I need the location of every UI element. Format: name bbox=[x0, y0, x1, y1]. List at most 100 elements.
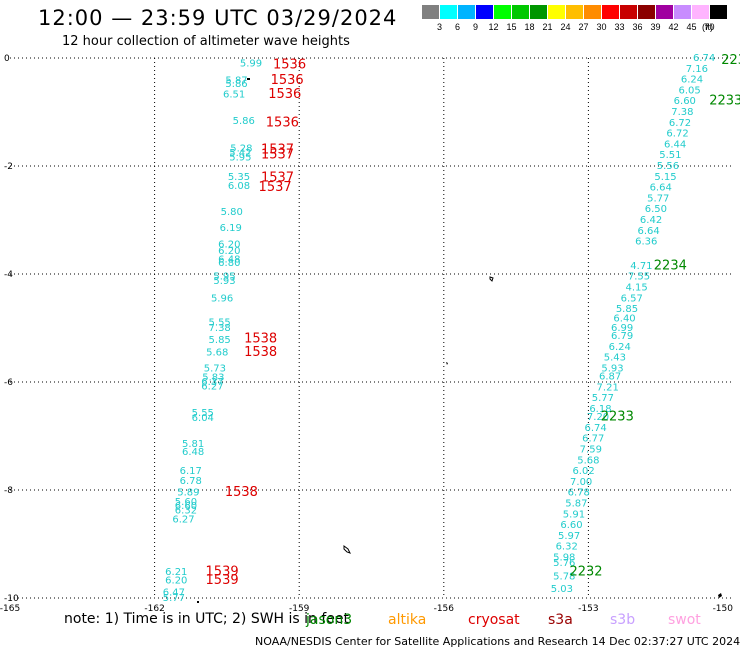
swh-label: 6.27 bbox=[201, 381, 223, 392]
swh-label: 6.40 bbox=[613, 313, 635, 324]
jason-pass-label: 2234 bbox=[654, 258, 687, 273]
jason-pass-label: 2235 bbox=[721, 53, 740, 68]
legend-swatch bbox=[692, 5, 709, 19]
y-tick-label: 0 bbox=[4, 54, 10, 64]
swh-label: 4.15 bbox=[625, 283, 647, 294]
swh-label: 5.35 bbox=[228, 172, 250, 183]
x-tick-label: -159 bbox=[289, 604, 310, 614]
x-tick-label: -156 bbox=[434, 604, 455, 614]
swh-label: 6.99 bbox=[611, 323, 633, 334]
page-title: 12:00 — 23:59 UTC 03/29/2024 bbox=[38, 6, 398, 30]
map-grid bbox=[10, 57, 733, 599]
cryosat-pass-label: 1537 bbox=[261, 170, 294, 185]
swh-label: 5.93 bbox=[213, 276, 235, 287]
legend-swatch bbox=[458, 5, 475, 19]
swh-label: 7.16 bbox=[686, 64, 708, 75]
swh-label: 5.93 bbox=[601, 364, 623, 375]
legend-level-label: 36 bbox=[632, 22, 643, 32]
swh-label: 6.32 bbox=[556, 542, 578, 553]
x-tick-label: -165 bbox=[0, 604, 20, 614]
swh-label: 5.97 bbox=[558, 531, 580, 542]
cryosat-pass-label: 1538 bbox=[225, 485, 258, 500]
legend-level-label: 70 bbox=[704, 22, 715, 32]
swh-label: 5.89 bbox=[177, 488, 199, 499]
swh-label: 6.36 bbox=[635, 237, 657, 248]
swh-label: 6.08 bbox=[228, 181, 250, 192]
swh-label: 5.86 bbox=[233, 116, 255, 127]
swh-label: 5.77 bbox=[647, 193, 669, 204]
legend-level-label: 27 bbox=[578, 22, 589, 32]
swh-label: 5.55 bbox=[192, 408, 214, 419]
swh-label: 6.48 bbox=[218, 254, 240, 265]
legend-swatch bbox=[638, 5, 655, 19]
legend-swatch bbox=[710, 5, 727, 19]
swh-label: 6.79 bbox=[611, 331, 633, 342]
swh-label: 6.60 bbox=[175, 501, 197, 512]
swh-label: 5.96 bbox=[211, 293, 233, 304]
swh-label: 6.37 bbox=[201, 377, 223, 388]
swh-label: 5.60 bbox=[175, 497, 197, 508]
swh-label: 6.02 bbox=[572, 466, 594, 477]
legend-level-label: 12 bbox=[488, 22, 499, 32]
x-tick-label: -153 bbox=[578, 604, 598, 614]
swh-label: 5.78 bbox=[553, 571, 575, 582]
swh-label: 6.19 bbox=[220, 223, 242, 234]
legend-swatch bbox=[620, 5, 637, 19]
swh-label: 5.68 bbox=[577, 455, 599, 466]
swh-label: 6.57 bbox=[621, 293, 643, 304]
track-labels: 5.995.875.866.515.865.285.425.955.356.08… bbox=[163, 53, 740, 604]
legend-level-label: 45 bbox=[686, 22, 697, 32]
y-tick-label: -4 bbox=[4, 270, 13, 280]
legend-swatch bbox=[476, 5, 493, 19]
legend-level-label: 33 bbox=[614, 22, 625, 32]
cryosat-pass-label: 1536 bbox=[271, 73, 304, 88]
legend-level-label: 21 bbox=[542, 22, 553, 32]
swh-label: 7.38 bbox=[209, 323, 231, 334]
y-tick-label: -10 bbox=[4, 594, 19, 604]
cryosat-pass-label: 1538 bbox=[244, 345, 277, 360]
swh-label: 5.83 bbox=[202, 373, 224, 384]
island-shape bbox=[489, 276, 494, 282]
swh-label: 5.85 bbox=[616, 304, 638, 315]
jason-pass-label: 2232 bbox=[569, 565, 602, 580]
footer-note: note: 1) Time is in UTC; 2) SWH is in fe… bbox=[64, 611, 350, 627]
legend-level-label: 18 bbox=[524, 22, 535, 32]
swh-label: 6.05 bbox=[678, 85, 700, 96]
legend-swatch bbox=[548, 5, 565, 19]
legend-swatch bbox=[566, 5, 583, 19]
swh-label: 6.20 bbox=[165, 576, 187, 587]
swh-label: 5.73 bbox=[204, 364, 226, 375]
swh-label: 6.77 bbox=[582, 434, 604, 445]
swh-label: 6.04 bbox=[192, 413, 214, 424]
jason-pass-label: 2233 bbox=[709, 94, 740, 109]
swh-label: 6.51 bbox=[223, 90, 245, 101]
swh-label: 5.55 bbox=[209, 318, 231, 329]
cryosat-pass-label: 1537 bbox=[261, 142, 294, 157]
swh-label: 7.38 bbox=[671, 107, 693, 118]
swh-label: 5.42 bbox=[229, 148, 251, 159]
swh-label: 5.77 bbox=[163, 593, 185, 604]
satellite-legend-item: cryosat bbox=[468, 612, 520, 628]
swh-label: 6.27 bbox=[172, 515, 194, 526]
swh-label: 5.76 bbox=[553, 558, 575, 569]
swh-label: 6.80 bbox=[218, 258, 240, 269]
swh-label: 6.42 bbox=[640, 215, 662, 226]
swh-label: 5.85 bbox=[209, 335, 231, 346]
swh-label: 5.95 bbox=[213, 272, 235, 283]
swh-label: 7.20 bbox=[587, 412, 609, 423]
cryosat-pass-label: 1539 bbox=[206, 565, 239, 580]
satellite-legend-item: swot bbox=[668, 612, 701, 628]
satellite-legend-item: s3a bbox=[548, 612, 573, 628]
axis-tick-labels: -165 -162 -159 -156 -153 -150 0 -2 -4 -6 -8 -10 bbox=[0, 54, 733, 614]
legend-swatch bbox=[674, 5, 691, 19]
legend-swatch bbox=[494, 5, 511, 19]
swh-label: 4.71 bbox=[630, 261, 652, 272]
swh-label: 6.17 bbox=[180, 466, 202, 477]
legend-level-label: 30 bbox=[596, 22, 607, 32]
legend-swatch bbox=[584, 5, 601, 19]
legend-unit: (ft) bbox=[702, 22, 713, 32]
swh-label: 6.47 bbox=[163, 588, 185, 599]
legend-swatch bbox=[530, 5, 547, 19]
swh-label: 5.95 bbox=[229, 152, 251, 163]
legend-swatch bbox=[602, 5, 619, 19]
